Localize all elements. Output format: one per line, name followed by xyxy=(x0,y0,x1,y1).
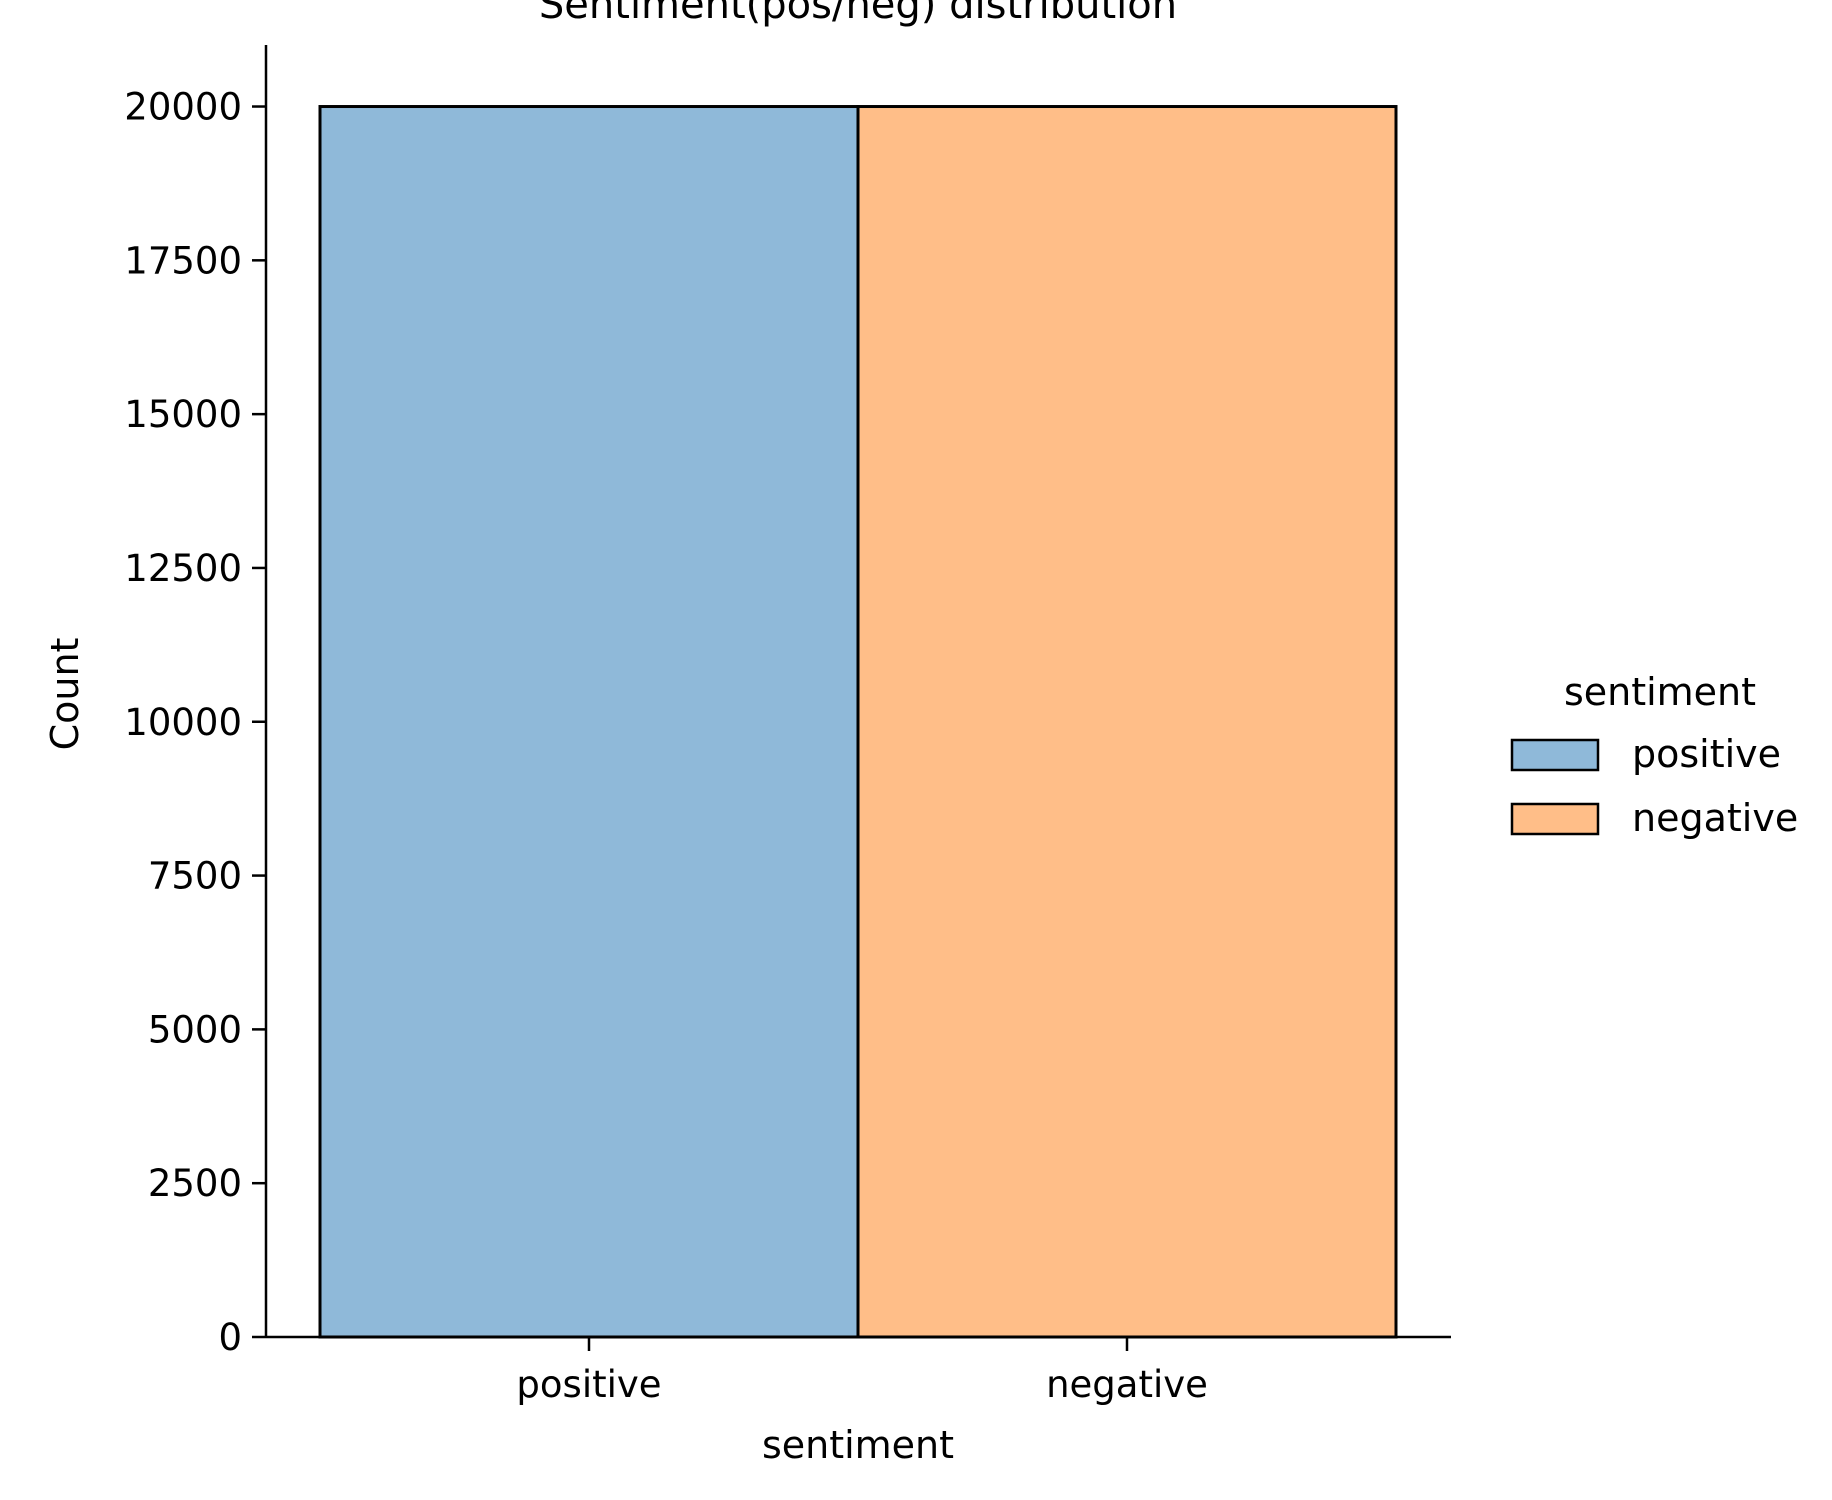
y-tick-label: 10000 xyxy=(124,701,242,744)
y-tick-label: 2500 xyxy=(148,1162,242,1205)
y-axis-ticks: 0 2500 5000 7500 10000 12500 15000 17500 20000 xyxy=(124,86,266,1359)
y-tick-label: 20000 xyxy=(124,86,242,129)
legend-swatch-positive xyxy=(1510,738,1600,772)
x-axis-ticks: positive negative xyxy=(516,1337,1208,1406)
chart-title: Sentiment(pos/neg) distribution xyxy=(539,0,1177,28)
bar-negative xyxy=(856,105,1398,1339)
x-tick-label: negative xyxy=(1046,1363,1208,1406)
y-tick-label: 12500 xyxy=(124,547,242,590)
x-axis-label: sentiment xyxy=(762,1423,954,1467)
legend-swatch-negative xyxy=(1510,802,1600,836)
bars xyxy=(318,105,1398,1339)
x-tick-label: positive xyxy=(516,1363,661,1406)
legend: sentiment positive negative xyxy=(1510,670,1798,840)
y-axis-label: Count xyxy=(43,638,87,751)
legend-items: positive negative xyxy=(1510,732,1798,840)
y-tick-label: 17500 xyxy=(124,239,242,282)
y-tick-label: 15000 xyxy=(124,393,242,436)
legend-title: sentiment xyxy=(1564,670,1756,714)
y-tick-label: 0 xyxy=(218,1316,242,1359)
y-tick-label: 5000 xyxy=(148,1008,242,1051)
bar-positive xyxy=(318,105,860,1339)
y-tick-label: 7500 xyxy=(148,855,242,898)
legend-label-negative: negative xyxy=(1632,796,1798,840)
legend-label-positive: positive xyxy=(1632,732,1781,776)
